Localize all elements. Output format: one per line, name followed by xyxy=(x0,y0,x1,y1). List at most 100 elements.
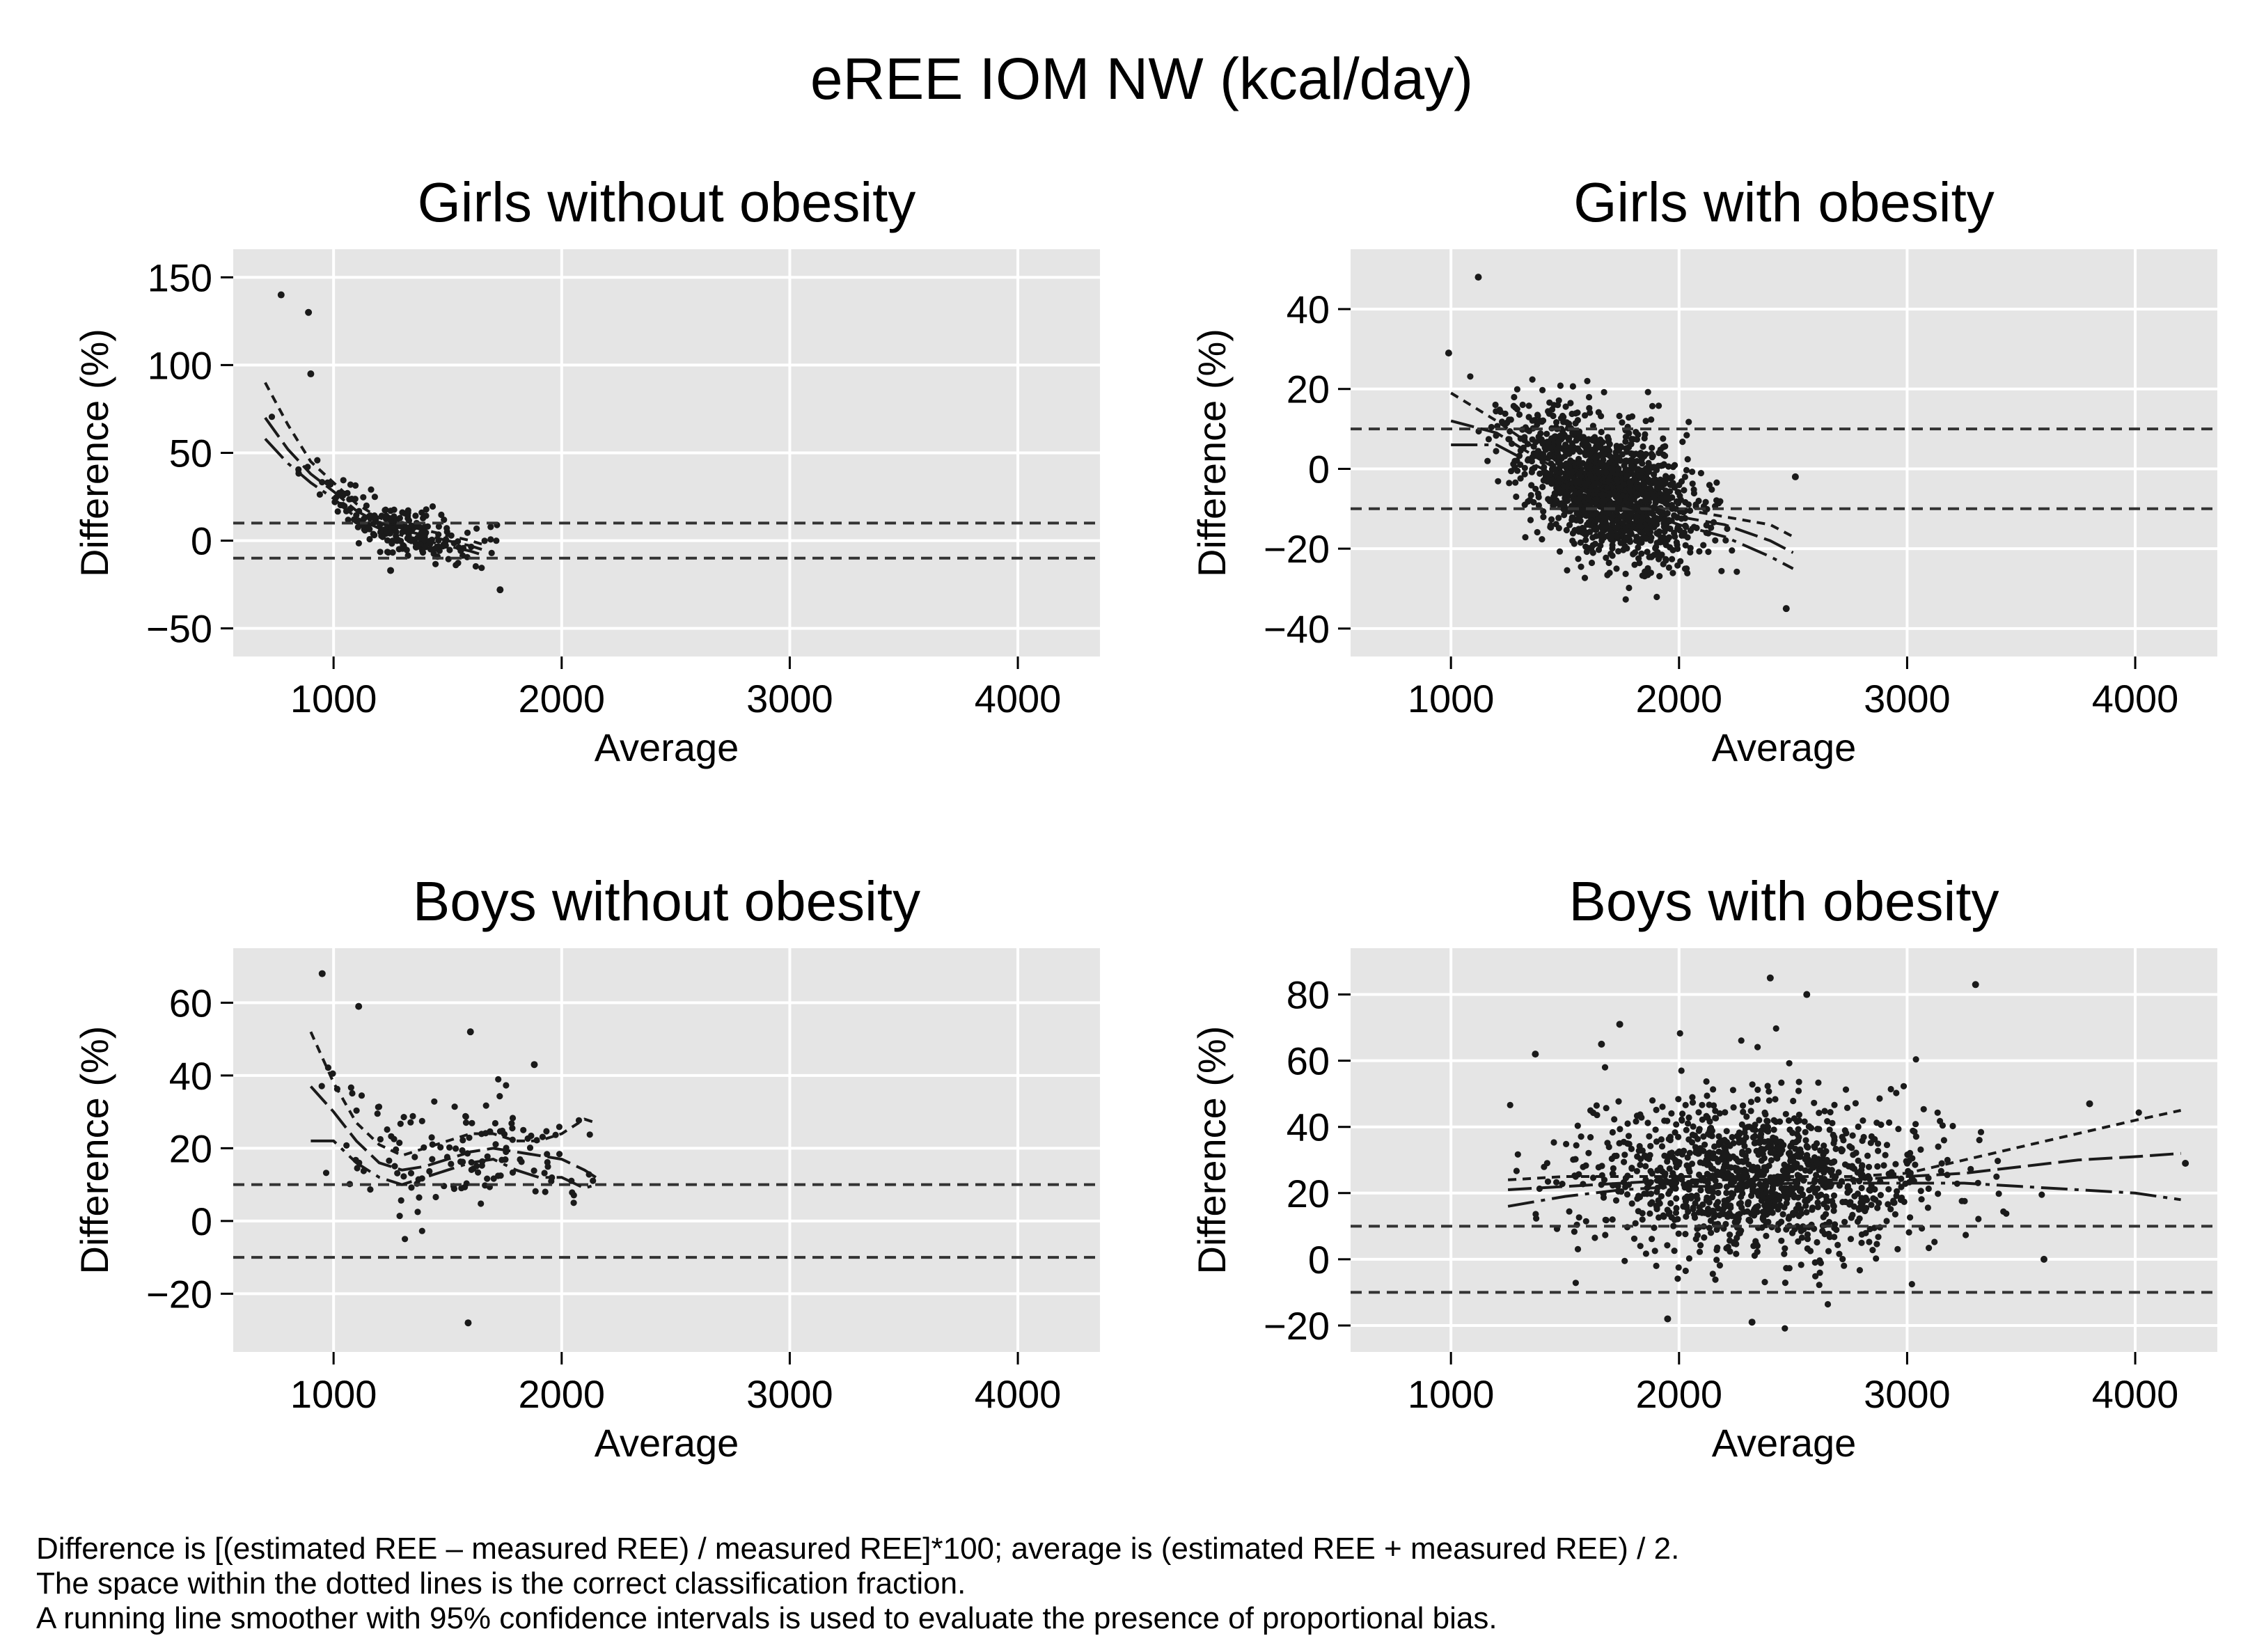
panel-girls-with-obesity-point-843 xyxy=(1609,552,1616,559)
panel-boys-with-obesity-point-103 xyxy=(1637,1161,1644,1168)
panel-boys-with-obesity-point-51 xyxy=(1944,1156,1951,1163)
panel-boys-with-obesity-point-1189 xyxy=(1823,1158,1830,1165)
panel-boys-with-obesity-point-160 xyxy=(1858,1239,1865,1246)
panel-boys-with-obesity-point-537 xyxy=(1918,1196,1925,1203)
panel-boys-without-obesity-point-54 xyxy=(343,1142,350,1149)
panel-girls-with-obesity: −40 −20 0 20 40 1000 2000 3000 4000 Girls with ob… xyxy=(1190,171,2217,769)
panel-boys-without-obesity-point-49 xyxy=(432,1193,439,1201)
panel-boys-without-obesity-point-73 xyxy=(509,1136,516,1143)
panel-girls-with-obesity-point-1322 xyxy=(1569,383,1576,390)
panel-boys-without-obesity-point-10 xyxy=(570,1199,577,1206)
panel-girls-without-obesity-point-137 xyxy=(487,524,494,530)
panel-boys-with-obesity-point-427 xyxy=(1574,1245,1582,1252)
panel-boys-without-obesity-smoother-fit xyxy=(309,1085,597,1179)
panel-boys-with-obesity-point-832 xyxy=(1830,1140,1837,1147)
panel-girls-with-obesity-point-1420 xyxy=(1555,459,1562,466)
panel-boys-with-obesity-point-1014 xyxy=(1793,1138,1800,1146)
panel-boys-with-obesity-point-629 xyxy=(1653,1262,1660,1269)
panel-boys-with-obesity-point-682 xyxy=(1892,1211,1898,1218)
panel-girls-without-obesity-points xyxy=(268,291,504,594)
panel-boys-with-obesity-point-1001 xyxy=(1603,1217,1610,1224)
panel-boys-with-obesity-point-1065 xyxy=(1661,1172,1668,1179)
panel-girls-with-obesity-point-435 xyxy=(1507,428,1513,435)
panel-boys-with-obesity-xtick-label-1000: 1000 xyxy=(1408,1372,1495,1416)
panel-boys-with-obesity-point-830 xyxy=(1808,1124,1815,1131)
panel-boys-without-obesity-point-88 xyxy=(492,1141,499,1148)
panel-boys-with-obesity-outlier-point-4 xyxy=(1598,1040,1605,1048)
panel-girls-with-obesity-point-1427 xyxy=(1713,479,1720,486)
panel-girls-with-obesity-point-820 xyxy=(1660,443,1667,450)
panel-girls-with-obesity-point-1345 xyxy=(1658,462,1665,469)
panel-boys-with-obesity-point-295 xyxy=(1574,1122,1581,1129)
panel-boys-with-obesity-point-922 xyxy=(1697,1187,1704,1194)
panel-boys-with-obesity-point-1092 xyxy=(1782,1325,1788,1332)
panel-boys-with-obesity-point-1037 xyxy=(1814,1238,1821,1246)
panel-girls-with-obesity-point-1433 xyxy=(1551,433,1558,441)
panel-girls-with-obesity-point-73 xyxy=(1712,537,1719,544)
panel-boys-with-obesity-point-885 xyxy=(1738,1037,1745,1044)
panel-boys-with-obesity-point-773 xyxy=(1630,1235,1638,1242)
panel-girls-without-obesity-point-63 xyxy=(487,536,494,543)
panel-boys-with-obesity-point-744 xyxy=(1835,1169,1842,1176)
panel-boys-with-obesity-point-896 xyxy=(1682,1267,1689,1275)
panel-boys-without-obesity-point-108 xyxy=(539,1133,547,1140)
panel-boys-with-obesity-point-84 xyxy=(1795,1078,1802,1085)
panel-boys-without-obesity-point-111 xyxy=(541,1170,548,1177)
panel-boys-without-obesity-point-5 xyxy=(349,1089,356,1097)
panel-girls-with-obesity-point-1384 xyxy=(1609,512,1616,519)
panel-boys-with-obesity-point-147 xyxy=(1628,1200,1635,1207)
panel-boys-with-obesity-point-189 xyxy=(1794,1223,1801,1230)
panel-boys-with-obesity-point-736 xyxy=(1751,1212,1758,1219)
panel-boys-with-obesity-point-111 xyxy=(1689,1099,1697,1106)
panel-boys-with-obesity-point-1155 xyxy=(1575,1214,1582,1221)
panel-boys-with-obesity-point-1020 xyxy=(1720,1164,1727,1171)
panel-boys-without-obesity-ytick-label-40: 40 xyxy=(169,1054,212,1098)
panel-boys-with-obesity-point-1166 xyxy=(1673,1204,1680,1212)
panel-boys-without-obesity-point-113 xyxy=(569,1189,576,1196)
panel-girls-with-obesity-point-1368 xyxy=(1642,465,1649,473)
panel-boys-without-obesity-point-123 xyxy=(468,1166,475,1173)
panel-girls-with-obesity-point-45 xyxy=(1681,473,1688,480)
panel-girls-with-obesity-point-1445 xyxy=(1644,526,1651,533)
panel-boys-without-obesity-point-133 xyxy=(484,1153,491,1160)
panel-boys-without-obesity-xtick-label-2000: 2000 xyxy=(519,1372,606,1416)
panel-girls-with-obesity-point-703 xyxy=(1635,544,1642,551)
panel-boys-with-obesity-point-814 xyxy=(1621,1257,1628,1264)
panel-boys-with-obesity-point-1101 xyxy=(1924,1204,1931,1211)
panel-boys-with-obesity-point-1107 xyxy=(1653,1202,1660,1209)
footnote-classification: The space within the dotted lines is the… xyxy=(36,1566,966,1600)
panel-boys-with-obesity-point-1134 xyxy=(1883,1142,1891,1149)
panel-girls-without-obesity-point-195 xyxy=(382,507,388,514)
panel-boys-with-obesity-ytick-label-0: 0 xyxy=(1308,1238,1330,1282)
panel-boys-with-obesity-point-1041 xyxy=(1742,1152,1749,1159)
panel-boys-with-obesity-point-809 xyxy=(1661,1117,1668,1124)
panel-boys-with-obesity-point-650 xyxy=(1758,1157,1765,1164)
panel-boys-with-obesity-point-166 xyxy=(1975,1216,1982,1222)
panel-girls-with-obesity-point-1314 xyxy=(1550,494,1557,501)
panel-girls-with-obesity-point-1212 xyxy=(1564,484,1571,491)
panel-boys-without-obesity-point-14 xyxy=(354,1165,361,1172)
panel-girls-with-obesity-point-1312 xyxy=(1540,477,1547,484)
panel-girls-with-obesity-point-1350 xyxy=(1649,490,1656,497)
panel-boys-with-obesity-point-251 xyxy=(1676,1030,1683,1037)
panel-boys-without-obesity-point-81 xyxy=(396,1213,403,1220)
panel-girls-without-obesity-point-208 xyxy=(398,537,404,544)
panel-boys-with-obesity-point-783 xyxy=(1816,1269,1823,1276)
panel-boys-with-obesity-point-264 xyxy=(1756,1117,1763,1124)
panel-girls-with-obesity-point-81 xyxy=(1601,388,1607,396)
panel-boys-with-obesity-point-1197 xyxy=(1761,1146,1768,1153)
panel-boys-without-obesity-point-94 xyxy=(544,1158,551,1166)
panel-boys-with-obesity-outlier-point-1 xyxy=(1972,981,1979,989)
panel-girls-with-obesity-xtick-label-3000: 3000 xyxy=(1864,677,1951,721)
panel-girls-with-obesity-point-960 xyxy=(1513,386,1520,393)
panel-boys-with-obesity-point-1051 xyxy=(1836,1250,1843,1257)
panel-boys-with-obesity-point-511 xyxy=(1856,1267,1863,1274)
panel-girls-without-obesity-point-15 xyxy=(464,529,471,536)
panel-boys-with-obesity-point-956 xyxy=(1831,1225,1838,1232)
panel-boys-with-obesity-point-942 xyxy=(1790,1097,1797,1105)
panel-girls-with-obesity-point-1419 xyxy=(1604,572,1611,579)
panel-boys-with-obesity-point-1069 xyxy=(1793,1131,1800,1138)
panel-boys-without-obesity-point-2 xyxy=(428,1134,435,1141)
panel-boys-with-obesity-point-18 xyxy=(1582,1218,1589,1225)
panel-girls-with-obesity-point-1365 xyxy=(1594,444,1601,452)
